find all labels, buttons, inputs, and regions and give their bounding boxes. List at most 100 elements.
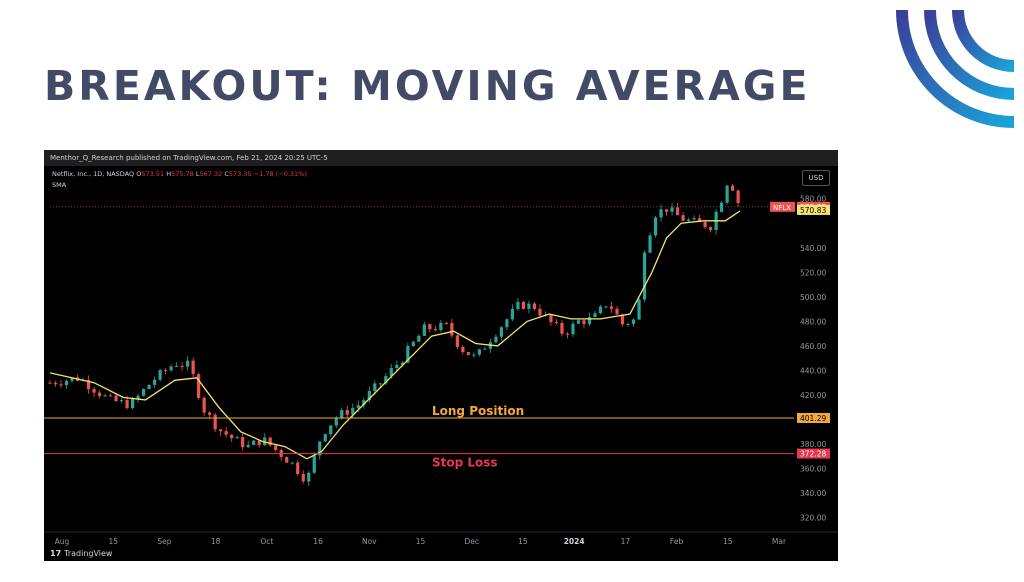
candle-body	[494, 336, 498, 343]
candle-body	[329, 425, 333, 435]
candle-body	[472, 354, 476, 356]
candle-body	[141, 389, 146, 396]
candle-body	[241, 437, 245, 448]
candle-body	[318, 441, 322, 456]
y-tick-label: 540.00	[800, 244, 826, 253]
candle-body	[499, 327, 504, 337]
tradingview-brand: TradingView	[64, 549, 113, 558]
candle-body	[224, 431, 228, 435]
change-value: −1.78 (−0.31%)	[253, 170, 307, 178]
candle-body	[681, 215, 685, 221]
candle-body	[560, 322, 564, 334]
candle-body	[367, 390, 371, 401]
price-tag-label: 401.29	[800, 414, 826, 423]
y-tick-label: 340.00	[800, 489, 826, 498]
x-tick-label: Nov	[362, 537, 377, 546]
candle-body	[631, 319, 636, 324]
candle-body	[692, 218, 696, 220]
candle-body	[587, 317, 592, 324]
close-label: C	[224, 170, 229, 178]
candle-body	[147, 384, 151, 390]
candle-body	[64, 380, 69, 386]
x-tick-label: 16	[313, 537, 323, 546]
y-tick-label: 520.00	[800, 268, 826, 277]
candle-body	[593, 313, 597, 318]
candle-body	[389, 368, 393, 377]
candle-body	[521, 301, 526, 309]
candle-body	[571, 323, 575, 335]
candle-body	[439, 322, 443, 331]
candle-body	[378, 383, 382, 385]
x-tick-label: Aug	[55, 537, 70, 546]
y-tick-label: 420.00	[800, 391, 826, 400]
candle-body	[725, 185, 729, 203]
candle-body	[290, 462, 294, 464]
candle-body	[307, 472, 311, 482]
candle-body	[257, 440, 261, 446]
candle-body	[53, 382, 58, 385]
y-tick-label: 440.00	[800, 366, 826, 375]
level-label: Long Position	[432, 404, 524, 418]
candle-body	[180, 366, 184, 368]
candle-body	[736, 190, 740, 204]
level-label: Stop Loss	[432, 456, 498, 470]
candle-body	[230, 434, 234, 439]
x-tick-label: 18	[211, 537, 221, 546]
tradingview-logo-icon: 17	[50, 549, 62, 558]
candle-body	[444, 322, 448, 324]
x-tick-label: Feb	[670, 537, 684, 546]
candle-body	[686, 219, 691, 221]
candle-body	[263, 437, 267, 446]
x-tick-label: 15	[108, 537, 118, 546]
candle-body	[400, 362, 404, 365]
candle-body	[373, 383, 377, 391]
candle-body	[130, 399, 135, 409]
candle-body	[235, 437, 239, 439]
candle-body	[659, 209, 663, 218]
candle-body	[169, 366, 173, 371]
candle-body	[554, 322, 559, 324]
candle-body	[119, 400, 124, 402]
candle-body	[576, 320, 581, 324]
candle-body	[323, 434, 327, 442]
sma-indicator-label[interactable]: SMA	[52, 181, 67, 189]
candle-body	[510, 309, 515, 320]
candle-body	[395, 364, 399, 369]
candle-body	[505, 319, 509, 328]
brand-arc-logo	[896, 9, 1015, 128]
candle-body	[455, 335, 459, 347]
price-tag-bg	[797, 448, 830, 459]
candle-body	[549, 314, 553, 323]
candle-body	[703, 222, 707, 228]
x-tick-label: 15	[518, 537, 528, 546]
open-label: O	[136, 170, 142, 178]
tradingview-footer: 17 TradingView	[50, 549, 112, 558]
symbol-tag-bg	[770, 201, 795, 212]
candle-body	[345, 410, 349, 415]
high-label: H	[166, 170, 172, 178]
candle-body	[417, 335, 421, 342]
candle-body	[362, 400, 366, 406]
candle-body	[516, 301, 520, 310]
symbol-tag-label: NFLX	[773, 204, 791, 212]
candle-body	[48, 382, 52, 384]
candle-body	[538, 308, 542, 316]
candle-body	[175, 366, 179, 368]
candlestick-plot[interactable]: 320.00 340.00 360.00 380.00 420.00 440.00 460.…	[44, 150, 838, 561]
candle-body	[697, 218, 702, 223]
x-tick-label: Oct	[260, 537, 273, 546]
candle-body	[642, 252, 647, 300]
candle-body	[70, 377, 74, 381]
candle-body	[582, 320, 586, 324]
candle-body	[136, 395, 140, 400]
candle-body	[246, 444, 250, 448]
currency-button[interactable]: USD	[802, 170, 830, 186]
candle-body	[626, 323, 630, 325]
candle-body	[433, 329, 437, 331]
candle-body	[477, 349, 481, 355]
candle-body	[125, 400, 129, 409]
candle-body	[356, 405, 360, 408]
price-chart-frame: Menthor_Q_Research published on TradingV…	[44, 150, 838, 561]
candle-body	[483, 348, 487, 350]
candle-body	[59, 384, 63, 386]
